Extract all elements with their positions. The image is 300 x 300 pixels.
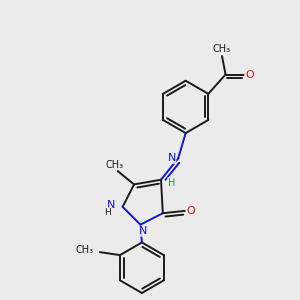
Text: CH₃: CH₃	[213, 44, 231, 54]
Text: N: N	[107, 200, 116, 210]
Text: N: N	[139, 226, 147, 236]
Text: N: N	[167, 153, 176, 163]
Text: O: O	[245, 70, 254, 80]
Text: H: H	[168, 178, 175, 188]
Text: O: O	[186, 206, 195, 216]
Text: CH₃: CH₃	[76, 245, 94, 255]
Text: CH₃: CH₃	[105, 160, 123, 170]
Text: H: H	[104, 208, 110, 217]
